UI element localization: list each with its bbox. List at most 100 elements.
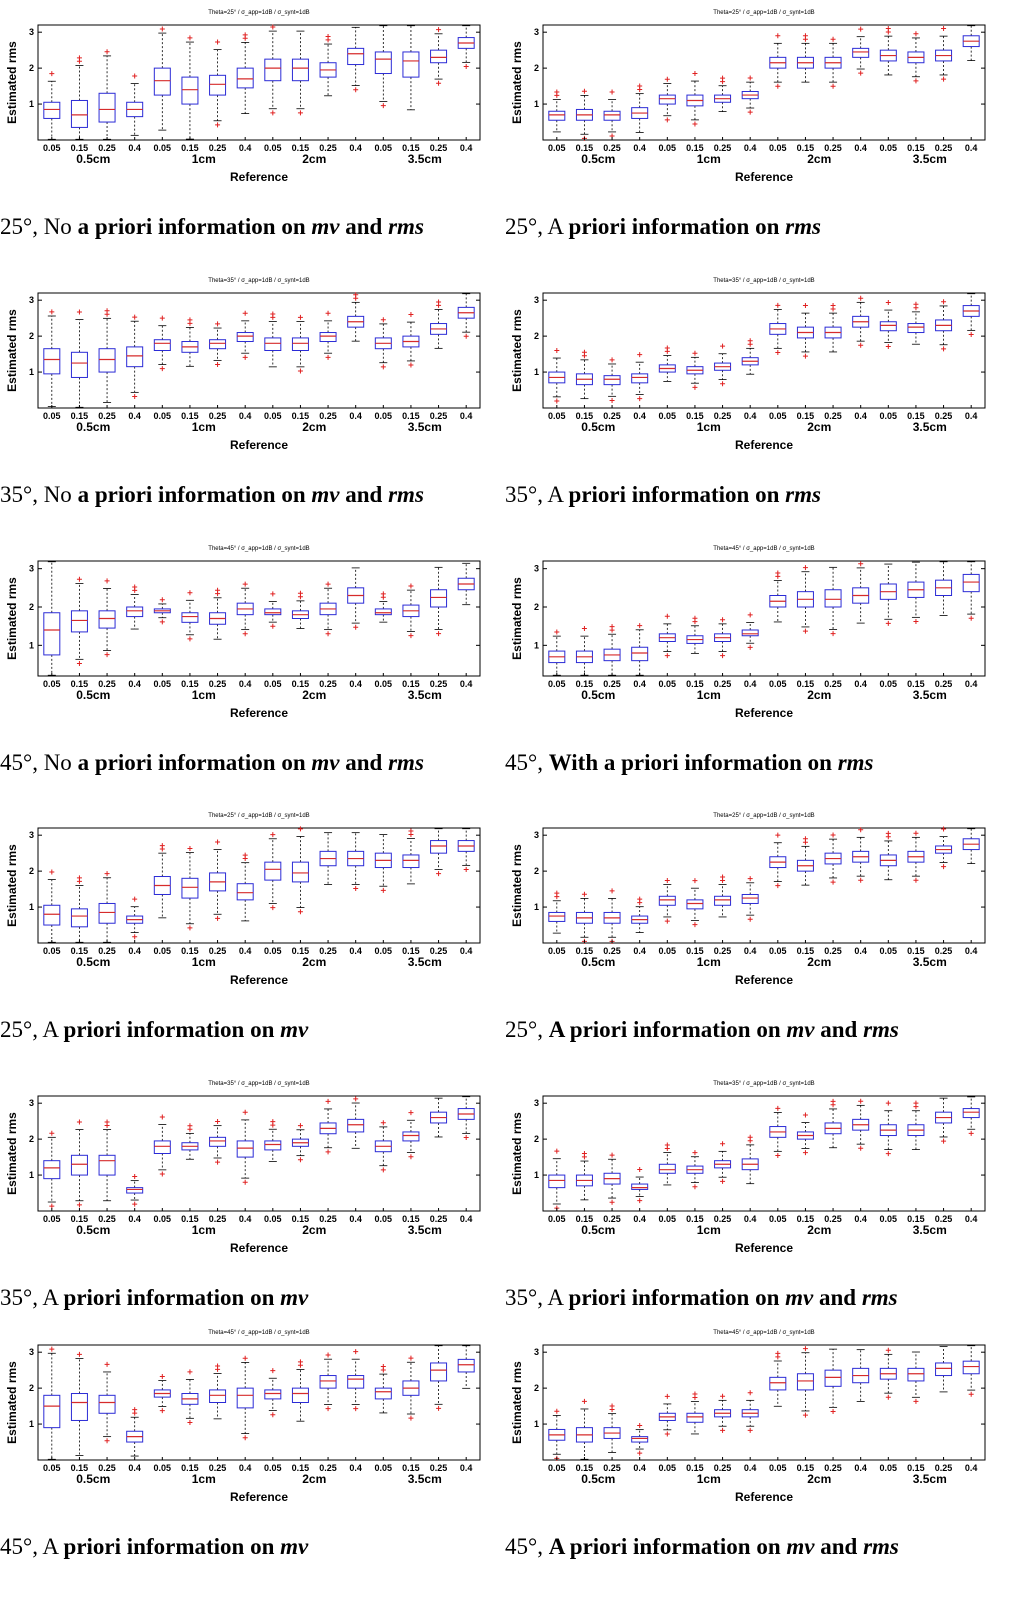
outlier-marker (885, 1347, 891, 1353)
outlier-marker (802, 353, 808, 359)
plot-frame (542, 24, 986, 141)
x-tick-label: 0.4 (349, 411, 362, 421)
outlier-marker (215, 915, 221, 921)
box-16 (457, 25, 475, 70)
box-iqr (209, 74, 227, 96)
caption-part-c: rms (837, 750, 874, 775)
boxplot-panel: Theta=25° / σ_app=1dB / σ_synt=1dB 1 2 3 Est… (505, 803, 1005, 1043)
chart-title: Theta=35° / σ_app=1dB / σ_synt=1dB (208, 278, 309, 284)
caption-part-d: and (813, 1285, 862, 1310)
box-iqr (181, 877, 199, 899)
outlier-marker (692, 121, 698, 127)
box-3 (603, 357, 621, 403)
boxplot-chart: Theta=35° / σ_app=1dB / σ_synt=1dB 1 2 3 Est… (5, 1081, 481, 1255)
outlier-marker (353, 1406, 359, 1412)
x-tick-label: 0.15 (181, 1214, 199, 1224)
outlier-marker (242, 852, 248, 858)
outlier-marker (380, 103, 386, 109)
outlier-marker (49, 309, 55, 315)
group-label: 0.5cm (76, 955, 110, 969)
outlier-marker (609, 624, 615, 630)
x-tick-label: 0.4 (744, 143, 757, 153)
outlier-marker (747, 1390, 753, 1396)
y-tick-label: 3 (534, 1098, 539, 1108)
caption-part-b: priori information on (568, 214, 786, 239)
y-tick-label: 2 (29, 63, 34, 73)
x-tick-label: 0.4 (460, 411, 473, 421)
outlier-marker (858, 827, 864, 833)
caption-part-e: rms (863, 1534, 899, 1559)
outlier-marker (159, 1408, 165, 1414)
x-tick-label: 0.4 (965, 411, 978, 421)
box-5 (153, 843, 171, 919)
x-tick-label: 0.05 (375, 1463, 393, 1473)
x-axis-label: Reference (735, 1241, 793, 1255)
outlier-marker (132, 1407, 138, 1413)
x-tick-label: 0.15 (686, 679, 704, 689)
box-8 (741, 876, 759, 922)
x-tick-label: 0.4 (239, 1214, 252, 1224)
x-tick-label: 0.05 (375, 411, 393, 421)
outlier-marker (215, 587, 221, 593)
box-10 (796, 303, 814, 359)
box-iqr (70, 99, 88, 128)
group-label: 2cm (807, 152, 831, 166)
x-tick-label: 0.25 (209, 411, 227, 421)
x-tick-label: 0.15 (292, 1214, 310, 1224)
outlier-marker (104, 871, 110, 877)
x-axis-label: Reference (735, 170, 793, 184)
box-iqr (126, 1187, 144, 1194)
outlier-marker (692, 615, 698, 621)
x-tick-label: 0.15 (402, 946, 420, 956)
box-iqr (824, 589, 842, 608)
group-label: 2cm (807, 1223, 831, 1237)
outlier-marker (325, 354, 331, 360)
outlier-marker (913, 618, 919, 624)
box-2 (70, 875, 88, 943)
box-15 (935, 1346, 953, 1393)
outlier-marker (297, 1359, 303, 1365)
x-tick-label: 0.05 (264, 143, 282, 153)
x-tick-label: 0.25 (98, 679, 116, 689)
outlier-marker (187, 1419, 193, 1425)
boxplot-chart: Theta=25° / σ_app=1dB / σ_synt=1dB 1 2 3 Est… (5, 10, 481, 184)
x-tick-label: 0.4 (239, 143, 252, 153)
box-14 (907, 1351, 925, 1404)
group-label: 3.5cm (408, 420, 442, 434)
x-tick-label: 0.15 (797, 143, 815, 153)
box-13 (879, 299, 897, 350)
x-tick-label: 0.15 (686, 411, 704, 421)
caption-part-b: priori information on (63, 1017, 281, 1042)
outlier-marker (885, 1100, 891, 1106)
x-tick-label: 0.4 (349, 946, 362, 956)
caption-part-c: mv (786, 1534, 815, 1559)
outlier-marker (104, 49, 110, 55)
outlier-marker (747, 612, 753, 618)
outlier-marker (159, 1114, 165, 1120)
x-tick-label: 0.15 (907, 1463, 925, 1473)
box-9 (769, 832, 787, 889)
box-15 (430, 1345, 448, 1411)
x-tick-label: 0.15 (402, 411, 420, 421)
group-label: 1cm (192, 688, 216, 702)
outlier-marker (968, 615, 974, 621)
x-tick-label: 0.4 (239, 411, 252, 421)
box-16 (457, 828, 475, 873)
box-12 (347, 1096, 365, 1149)
box-6 (181, 317, 199, 367)
y-axis-label: Estimated rms (510, 844, 524, 927)
outlier-marker (215, 39, 221, 45)
boxplot-panel: Theta=25° / σ_app=1dB / σ_synt=1dB 1 2 3 Est… (0, 803, 500, 1043)
x-tick-label: 0.05 (43, 1214, 61, 1224)
outlier-marker (159, 1373, 165, 1379)
box-iqr (181, 76, 199, 105)
x-tick-label: 0.4 (633, 411, 646, 421)
caption-part-d: and (339, 214, 389, 239)
outlier-marker (408, 1110, 414, 1116)
box-iqr (430, 1362, 448, 1382)
box-14 (402, 583, 420, 639)
x-tick-label: 0.05 (769, 143, 787, 153)
box-iqr (43, 904, 61, 926)
box-9 (769, 1350, 787, 1407)
box-3 (98, 871, 116, 943)
